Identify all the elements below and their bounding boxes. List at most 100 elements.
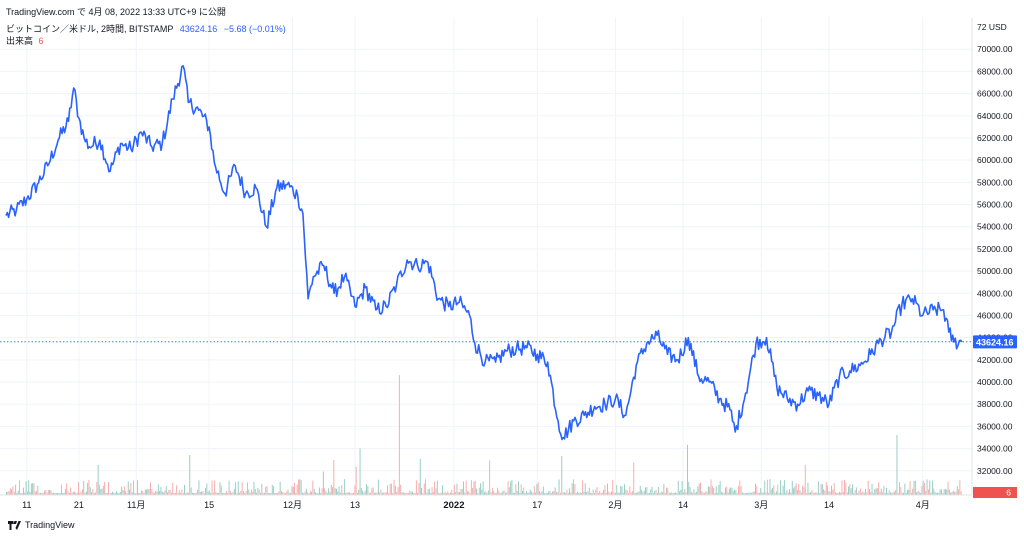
volume-bar — [391, 483, 392, 495]
volume-bar — [616, 485, 618, 495]
volume-bar — [358, 489, 360, 495]
volume-bar — [714, 493, 716, 495]
volume-bar — [874, 489, 876, 495]
volume-bar — [768, 493, 770, 495]
volume-bar — [824, 490, 826, 495]
volume-bar — [102, 485, 104, 495]
volume-bar — [671, 492, 673, 495]
volume-bar — [558, 479, 560, 495]
volume-bar — [148, 488, 150, 495]
volume-bar — [385, 492, 387, 495]
volume-bar — [837, 493, 839, 495]
volume-bar — [780, 480, 781, 495]
volume-bar — [239, 492, 240, 495]
volume-bar — [511, 479, 513, 495]
volume-bar — [70, 487, 72, 495]
volume-bar — [452, 493, 454, 495]
volume-bar — [450, 492, 451, 495]
volume-bar — [180, 492, 182, 495]
y-tick-label: 40000.00 — [977, 377, 1013, 387]
volume-bar — [917, 490, 919, 495]
volume-bar — [670, 493, 671, 495]
volume-bar — [601, 492, 603, 495]
volume-bar — [218, 493, 220, 495]
volume-bar — [876, 488, 878, 495]
volume-bar — [481, 489, 483, 495]
volume-bar — [363, 492, 365, 495]
volume-bar — [400, 484, 402, 495]
x-tick-label: 3月 — [754, 500, 768, 510]
volume-bar — [119, 492, 121, 495]
volume-bar — [161, 491, 163, 495]
volume-bar — [600, 493, 602, 495]
volume-bar — [256, 492, 257, 495]
volume-bar — [541, 491, 543, 495]
volume-bar — [675, 492, 677, 495]
volume-bar — [349, 492, 350, 495]
volume-bar — [222, 493, 223, 495]
volume-bar — [271, 485, 273, 495]
volume-bar — [499, 492, 501, 495]
volume-bar — [300, 480, 302, 495]
volume-bar — [8, 490, 10, 495]
x-tick-label: 15 — [204, 500, 214, 510]
volume-bar — [587, 491, 589, 495]
volume-bar — [164, 490, 166, 495]
volume-bar — [114, 492, 116, 495]
volume-bar — [666, 487, 667, 495]
volume-bar — [844, 479, 845, 495]
volume-bar — [879, 491, 881, 495]
volume-bar — [387, 485, 388, 495]
tradingview-footer[interactable]: TradingView — [8, 520, 75, 530]
volume-bar — [580, 493, 582, 495]
volume-bar — [193, 492, 195, 495]
volume-bar — [307, 492, 309, 495]
volume-bar — [571, 483, 573, 495]
volume-bar — [930, 492, 932, 495]
volume-bar — [773, 485, 775, 495]
volume-bar — [772, 488, 773, 495]
volume-bar — [484, 492, 485, 495]
volume-bar — [325, 491, 327, 495]
volume-bar — [566, 489, 568, 495]
volume-bar — [409, 490, 411, 495]
volume-bar — [563, 492, 565, 495]
volume-bar — [706, 491, 708, 495]
volume-bar — [904, 483, 906, 495]
volume-bar — [410, 491, 412, 495]
volume-bar — [622, 492, 624, 495]
volume-bar — [858, 490, 860, 495]
volume-bar — [135, 493, 137, 495]
volume-bars — [6, 375, 962, 495]
volume-bar — [766, 479, 768, 495]
volume-bar — [346, 492, 348, 495]
volume-bar — [121, 486, 123, 495]
volume-bar — [38, 493, 40, 495]
volume-bar — [171, 492, 172, 495]
volume-bar — [739, 480, 741, 495]
volume-bar — [516, 491, 518, 495]
volume-bar — [144, 489, 146, 495]
volume-bar — [810, 492, 811, 495]
volume-bar — [459, 492, 460, 495]
volume-bar — [761, 492, 763, 495]
volume-bar — [954, 492, 955, 495]
volume-bar — [32, 483, 34, 495]
price-axis-labels: 72 USD 70000.00 68000.00 66000.00 64000.00 62… — [977, 22, 1013, 498]
volume-bar — [203, 492, 205, 495]
volume-bar — [226, 491, 227, 495]
symbol-legend[interactable]: ビットコイン／米ドル, 2時間, BITSTAMP 43624.16 −5.68… — [6, 22, 286, 35]
volume-bar — [662, 492, 663, 495]
volume-bar — [609, 492, 611, 495]
volume-bar — [799, 490, 801, 495]
y-tick-label: 66000.00 — [977, 89, 1013, 99]
volume-bar — [460, 489, 462, 495]
volume-bar — [408, 493, 409, 495]
volume-bar — [96, 482, 98, 495]
volume-bar — [656, 492, 658, 495]
volume-bar — [770, 489, 772, 495]
volume-bar — [17, 490, 19, 495]
volume-legend[interactable]: 出来高 6 — [6, 34, 44, 47]
volume-bar — [924, 482, 925, 495]
